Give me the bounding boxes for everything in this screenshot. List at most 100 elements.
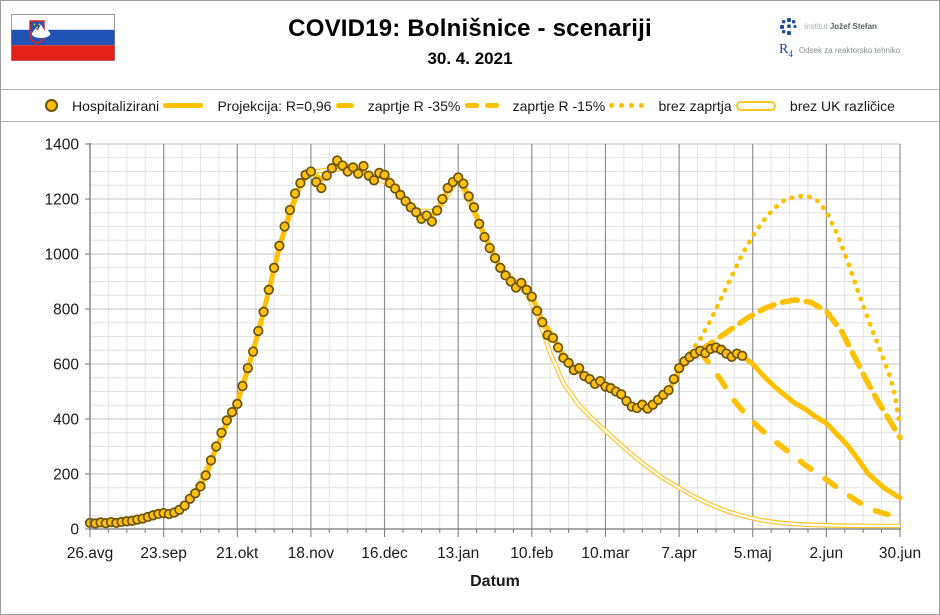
x-tick-label: 16.dec bbox=[361, 545, 408, 562]
hospitalized-dot bbox=[190, 488, 201, 499]
hospitalized-dot bbox=[389, 183, 401, 194]
institute-name-light: Institut bbox=[804, 22, 828, 31]
hospitalized-dot bbox=[200, 470, 211, 481]
chart-legend: Hospitalizirani Projekcija: R=0,96 zaprtje… bbox=[1, 90, 939, 122]
hospitalized-dot bbox=[458, 178, 469, 189]
hospitalized-dot bbox=[316, 182, 327, 194]
y-tick-label: 600 bbox=[53, 357, 79, 374]
hospitalized-dot bbox=[537, 317, 548, 328]
hospitalized-dot bbox=[531, 305, 543, 317]
x-tick-label: 10.feb bbox=[510, 545, 553, 562]
hospitalized-dot bbox=[737, 350, 748, 361]
hospitalized-dot bbox=[263, 284, 274, 295]
hospitalized-dot bbox=[258, 306, 269, 317]
hospitalized-dot bbox=[547, 332, 559, 344]
r4-department-mark: R4 bbox=[779, 42, 793, 59]
legend-label-closure15: zaprtje R -15% bbox=[512, 97, 606, 114]
hospitalized-dot bbox=[274, 240, 285, 251]
legend-swatch-nouk bbox=[735, 100, 776, 111]
x-axis-title: Datum bbox=[470, 573, 520, 590]
hospitalized-dot bbox=[616, 389, 627, 400]
x-tick-label: 5.maj bbox=[734, 545, 772, 562]
hospitalized-dot bbox=[668, 373, 679, 385]
hospitalized-dot bbox=[221, 415, 232, 426]
hospitalized-dot bbox=[474, 218, 485, 229]
x-tick-label: 7.apr bbox=[661, 545, 696, 562]
series-no-closure bbox=[687, 193, 903, 428]
hospitalized-dot bbox=[479, 231, 490, 243]
hospitalized-dot bbox=[279, 221, 290, 232]
legend-label-projection: Projekcija: R=0,96 bbox=[217, 97, 332, 114]
legend-item-nouk: brez UK različice bbox=[735, 97, 895, 114]
hospitalized-dot bbox=[353, 168, 364, 179]
ijs-logo: Institut Jožef Stefan R4 Odsek za reakto… bbox=[779, 17, 929, 66]
figure-header: COVID19: Bolnišnice - scenariji 30. 4. 2… bbox=[1, 1, 939, 90]
hospitalized-dot bbox=[226, 406, 238, 418]
hospitalized-dot bbox=[410, 207, 422, 218]
legend-label-closure35: zaprtje R -35% bbox=[367, 97, 461, 114]
x-tick-label: 10.mar bbox=[581, 545, 629, 562]
hospitalized-dot bbox=[484, 242, 495, 254]
hospitalized-dot bbox=[305, 166, 317, 177]
hospitalized-dot bbox=[242, 362, 253, 374]
hospitalized-dot bbox=[347, 162, 359, 173]
legend-label-noclosure: brez zaprtja bbox=[658, 97, 732, 114]
hospitalized-dot bbox=[563, 357, 574, 369]
hospitalized-dot bbox=[195, 481, 206, 492]
hospitalized-dot bbox=[431, 205, 443, 216]
x-tick-label: 21.okt bbox=[216, 545, 259, 562]
hospitalized-dot bbox=[284, 204, 296, 216]
legend-item-noclosure: brez zaprtja bbox=[609, 97, 732, 114]
hospitalized-dot bbox=[673, 362, 685, 374]
legend-label-nouk: brez UK različice bbox=[789, 97, 895, 114]
hospitalized-dot bbox=[552, 342, 564, 353]
hospitalized-dot bbox=[232, 398, 243, 410]
hospitalized-dot bbox=[574, 362, 585, 374]
y-tick-label: 0 bbox=[70, 522, 79, 539]
chart-plot: 26.avg 23.sep 21.okt 18.nov 16.dec 13.jan 10.f… bbox=[45, 137, 922, 591]
hospitalized-dot bbox=[211, 441, 222, 452]
hospitalized-dot bbox=[426, 216, 438, 227]
page-title: COVID19: Bolnišnice - scenariji bbox=[288, 15, 652, 42]
legend-swatch-hospitalized bbox=[45, 99, 58, 112]
hospitalized-dot bbox=[516, 277, 527, 289]
y-tick-label: 1000 bbox=[45, 247, 80, 264]
series-closure-15 bbox=[697, 297, 903, 441]
hospitalized-dot bbox=[237, 380, 248, 392]
legend-swatch-closure15 bbox=[464, 103, 499, 108]
hospitalized-dot bbox=[205, 455, 217, 466]
hospitalized-dot bbox=[463, 191, 474, 202]
hospitalized-dot bbox=[295, 177, 306, 189]
slovenia-coat-of-arms bbox=[29, 20, 51, 44]
chart-area: 26.avg 23.sep 21.okt 18.nov 16.dec 13.jan 10.f… bbox=[1, 122, 939, 614]
y-tick-label: 1400 bbox=[45, 137, 80, 154]
y-tick-label: 400 bbox=[53, 412, 79, 429]
hospitalized-dot bbox=[379, 169, 390, 180]
hospitalized-dot bbox=[326, 163, 338, 174]
hospitalized-dot bbox=[526, 291, 537, 302]
department-name: Odsek za reaktorsko tehniko bbox=[798, 46, 901, 56]
legend-swatch-projection bbox=[163, 103, 204, 108]
x-tick-label: 26.avg bbox=[67, 545, 114, 562]
series-closure-35 bbox=[697, 348, 903, 520]
x-tick-label: 23.sep bbox=[140, 545, 187, 562]
hospitalized-dot bbox=[468, 202, 480, 213]
hospitalized-dot bbox=[521, 284, 532, 295]
x-tick-label: 30.jun bbox=[879, 545, 921, 562]
legend-swatch-closure35 bbox=[335, 103, 354, 108]
ijs-logo-dots-icon bbox=[780, 18, 797, 35]
hospitalized-dot bbox=[358, 160, 369, 172]
y-tick-label: 200 bbox=[53, 467, 79, 484]
legend-label-hospitalized: Hospitalizirani bbox=[72, 97, 160, 114]
hospitalized-dot bbox=[437, 193, 448, 205]
y-tick-label: 1200 bbox=[45, 192, 80, 209]
x-tick-label: 18.nov bbox=[288, 545, 335, 562]
legend-item-closure35: zaprtje R -35% bbox=[335, 97, 461, 114]
legend-item-projection: Projekcija: R=0,96 bbox=[163, 98, 331, 114]
page-subtitle: 30. 4. 2021 bbox=[427, 49, 513, 68]
hospitalized-dot bbox=[216, 427, 227, 438]
hospitalized-dot bbox=[395, 189, 406, 201]
hospitalized-dot bbox=[253, 325, 264, 337]
legend-item-hospitalized: Hospitalizirani bbox=[45, 98, 159, 114]
